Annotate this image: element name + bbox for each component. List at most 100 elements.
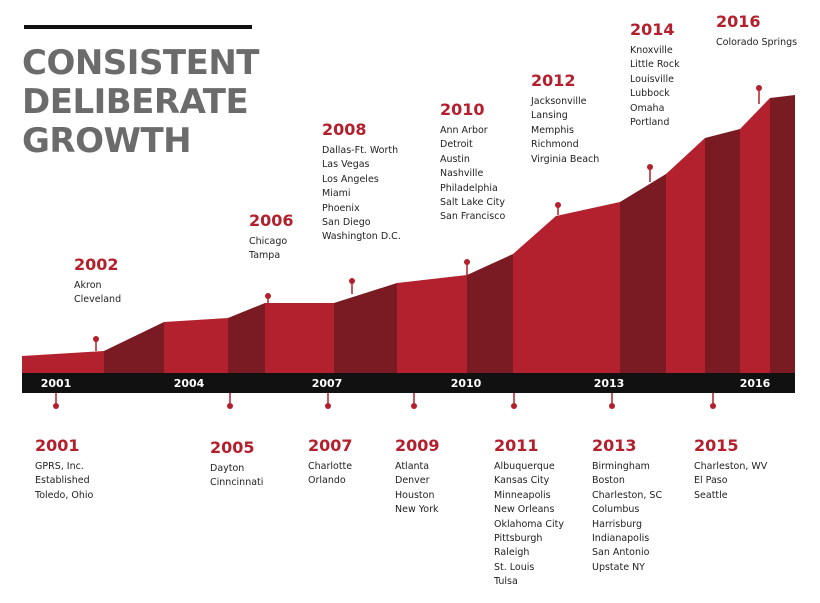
title-rule xyxy=(24,25,252,29)
milestone-year: 2009 xyxy=(395,436,440,455)
city-item: Jacksonville xyxy=(531,96,587,107)
growth-area xyxy=(22,95,795,373)
city-item: Dallas-Ft. Worth xyxy=(322,145,399,156)
city-item: Memphis xyxy=(531,124,574,136)
city-item: Virginia Beach xyxy=(531,153,600,165)
city-item: Boston xyxy=(592,475,625,487)
city-item: San Diego xyxy=(322,217,371,229)
city-item: El Paso xyxy=(694,475,728,487)
milestone-pins xyxy=(53,85,762,409)
city-item: Harrisburg xyxy=(592,518,643,530)
city-item: Lubbock xyxy=(630,88,670,100)
city-item: Akron xyxy=(74,280,102,291)
city-list: Akron Cleveland xyxy=(74,279,121,308)
pin-dot xyxy=(93,336,99,342)
growth-band xyxy=(104,322,164,373)
milestone-year: 2007 xyxy=(308,436,353,455)
city-item: Minneapolis xyxy=(494,489,551,501)
city-item: Cleveland xyxy=(74,294,122,306)
page-title: CONSISTENT DELIBERATE GROWTH xyxy=(22,43,260,161)
city-item: Atlanta xyxy=(395,461,430,472)
axis-year-2010: 2010 xyxy=(451,377,482,390)
city-item: Denver xyxy=(395,475,430,487)
title-line-1: CONSISTENT xyxy=(22,43,260,83)
city-item: Chicago xyxy=(249,236,288,247)
milestone-2016: 2016 Colorado Springs xyxy=(716,12,797,50)
city-item: New Orleans xyxy=(494,504,555,516)
city-item: Tampa xyxy=(249,250,281,262)
axis-year-2013: 2013 xyxy=(594,377,625,390)
growth-band xyxy=(666,138,705,373)
milestone-2013: 2013 Birmingham Boston Charleston, SC Co… xyxy=(592,436,662,575)
city-item: Ann Arbor xyxy=(440,125,488,136)
milestone-2011: 2011 Albuquerque Kansas City Minneapolis… xyxy=(494,436,564,590)
milestone-year: 2006 xyxy=(249,211,294,230)
milestone-2009: 2009 Atlanta Denver Houston New York xyxy=(395,436,440,518)
city-item: St. Louis xyxy=(494,561,535,573)
growth-band xyxy=(556,202,620,373)
growth-band xyxy=(334,283,397,373)
city-item: Louisville xyxy=(630,73,674,85)
city-list: Jacksonville Lansing Memphis Richmond Vi… xyxy=(531,95,599,167)
milestone-2015: 2015 Charleston, WV El Paso Seattle xyxy=(694,436,767,503)
growth-band xyxy=(164,318,228,373)
city-list: Charlotte Orlando xyxy=(308,460,353,489)
milestone-year: 2014 xyxy=(630,20,675,39)
city-list: Colorado Springs xyxy=(716,36,797,50)
milestone-2006: 2006 Chicago Tampa xyxy=(249,211,294,264)
city-item: Charleston, WV xyxy=(694,461,768,472)
city-item: Toledo, Ohio xyxy=(35,489,94,501)
city-item: Houston xyxy=(395,489,435,501)
city-item: Cinncinnati xyxy=(210,477,264,489)
city-item: Los Angeles xyxy=(322,173,379,185)
milestone-year: 2005 xyxy=(210,438,255,457)
city-item: Salt Lake City xyxy=(440,197,505,209)
city-item: Kansas City xyxy=(494,475,550,487)
city-item: Established xyxy=(35,475,90,487)
city-item: Washington D.C. xyxy=(322,231,401,243)
growth-band xyxy=(620,174,666,373)
pin-dot xyxy=(647,164,653,170)
title-line-2: DELIBERATE xyxy=(22,82,249,122)
city-item: Charlotte xyxy=(308,461,353,472)
city-item: Tulsa xyxy=(494,576,518,588)
pin-dot xyxy=(265,293,271,299)
timeline-axis-bar xyxy=(22,373,795,393)
pin-dot xyxy=(325,403,331,409)
pin-dot xyxy=(53,403,59,409)
milestone-year: 2002 xyxy=(74,255,119,274)
milestone-year: 2012 xyxy=(531,71,576,90)
city-item: Oklahoma City xyxy=(494,518,564,530)
city-item: Lansing xyxy=(531,110,568,122)
city-list: Chicago Tampa xyxy=(249,235,294,264)
city-item: Colorado Springs xyxy=(716,37,798,48)
city-list: Albuquerque Kansas City Minneapolis New … xyxy=(494,460,564,590)
city-list: Charleston, WV El Paso Seattle xyxy=(694,460,767,503)
city-item: Birmingham xyxy=(592,461,650,472)
milestone-year: 2015 xyxy=(694,436,739,455)
city-list: Atlanta Denver Houston New York xyxy=(395,460,440,518)
growth-band xyxy=(397,275,467,373)
growth-band xyxy=(467,254,513,373)
axis-year-2007: 2007 xyxy=(312,377,343,390)
city-item: Upstate NY xyxy=(592,561,645,573)
axis-year-2001: 2001 xyxy=(41,377,72,390)
city-item: Portland xyxy=(630,117,670,129)
milestone-year: 2008 xyxy=(322,120,367,139)
city-item: Austin xyxy=(440,153,470,165)
axis-year-2004: 2004 xyxy=(174,377,205,390)
city-item: Seattle xyxy=(694,489,728,501)
pin-dot xyxy=(349,278,355,284)
city-item: Raleigh xyxy=(494,547,530,559)
milestone-year: 2013 xyxy=(592,436,637,455)
pin-dot xyxy=(710,403,716,409)
pin-dot xyxy=(411,403,417,409)
axis-year-2016: 2016 xyxy=(740,377,771,390)
city-list: Birmingham Boston Charleston, SC Columbu… xyxy=(592,460,662,575)
pin-dot xyxy=(511,403,517,409)
milestone-year: 2001 xyxy=(35,436,80,455)
city-item: Omaha xyxy=(630,102,665,114)
growth-band xyxy=(770,95,795,373)
milestone-2007: 2007 Charlotte Orlando xyxy=(308,436,353,489)
city-item: San Francisco xyxy=(440,211,506,223)
